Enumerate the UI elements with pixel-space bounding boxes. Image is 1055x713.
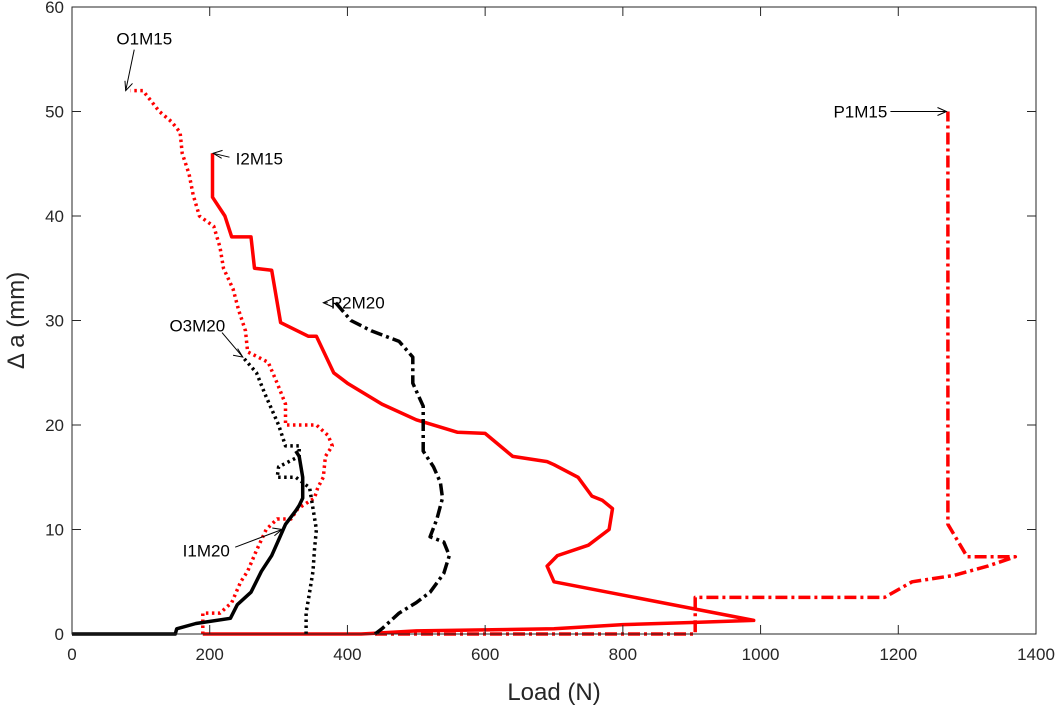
x-tick-label: 0: [67, 645, 76, 664]
annotation-label-i2m15: I2M15: [236, 150, 283, 169]
series-line-o3m20: [241, 355, 319, 634]
annotation-arrow-o3m20: [221, 332, 244, 358]
series-line-i2m15: [202, 153, 756, 636]
annotation-layer: O1M15 I2M15 P1M15 P2M20 O3M20 I1M20: [116, 29, 948, 560]
axes-layer: [71, 6, 1037, 635]
y-tick-label: 20: [45, 416, 64, 435]
annotation-arrowhead-p2m20: [322, 298, 333, 308]
tick-label-layer: 0 200 400 600 800 1000 1200 1400 0 10 20 30 40 50 60: [45, 0, 1055, 664]
x-tick-label: 200: [196, 645, 224, 664]
annotation-label-o3m20: O3M20: [169, 317, 225, 336]
x-tick-label: 1000: [742, 645, 780, 664]
annotation-arrowhead-o3m20: [232, 348, 244, 358]
annotation-arrowhead-o1m15: [124, 80, 133, 92]
y-tick-label: 10: [45, 521, 64, 540]
x-tick-label: 1200: [879, 645, 917, 664]
series-line-p2m20: [334, 301, 452, 636]
series-line-o1m15: [130, 88, 335, 634]
annotation-arrow-o1m15: [125, 49, 135, 91]
y-tick-label: 50: [45, 103, 64, 122]
annotation-label-o1m15: O1M15: [116, 29, 172, 48]
x-axis-label: Load (N): [507, 679, 600, 706]
y-tick-label: 0: [55, 625, 64, 644]
annotation-arrow-i2m15: [213, 152, 230, 158]
x-tick-label: 1400: [1017, 645, 1055, 664]
annotation-label-p1m15: P1M15: [833, 103, 887, 122]
x-tick-label: 800: [609, 645, 637, 664]
x-tick-label: 400: [333, 645, 361, 664]
annotation-arrowhead-i2m15: [211, 149, 223, 159]
series-line-i1m20: [72, 450, 305, 636]
y-tick-label: 60: [45, 0, 64, 17]
annotation-arrowhead-p1m15: [937, 107, 948, 116]
annotation-label-i1m20: I1M20: [183, 541, 230, 560]
x-tick-label: 600: [471, 645, 499, 664]
y-tick-label: 30: [45, 312, 64, 331]
annotation-arrowhead-i1m20: [272, 527, 284, 537]
annotation-label-p2m20: P2M20: [331, 294, 385, 313]
annotation-arrow-i1m20: [235, 529, 283, 548]
y-tick-label: 40: [45, 207, 64, 226]
series-layer: [72, 88, 1018, 636]
series-line-p1m15: [375, 111, 1018, 636]
y-axis-label: Δ a (mm): [3, 272, 30, 369]
